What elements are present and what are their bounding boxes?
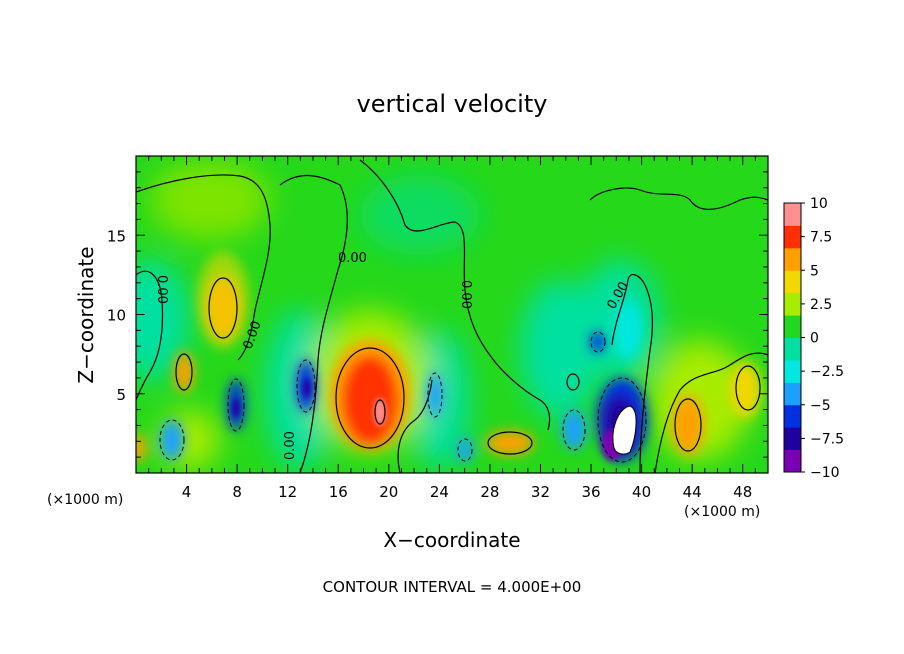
downdraft-upper-right: [590, 332, 606, 352]
x-tick-label: 36: [581, 483, 600, 501]
downdraft-26km: [457, 438, 473, 462]
colorbar-segment: [784, 203, 801, 226]
y-tick-label: 10: [107, 307, 126, 325]
colorbar-tick-label: 7.5: [810, 230, 832, 246]
x-tick-label: 44: [683, 483, 702, 501]
y-axis-ticks: 5 10 15: [107, 171, 768, 458]
colorbar-segment: [784, 404, 801, 428]
downdraft-8km-peak: [232, 398, 240, 418]
contour-updraft-right: [674, 398, 702, 452]
contour-updraft-upper-left: [208, 277, 238, 339]
colorbar-tick-label: −2.5: [810, 364, 844, 380]
colorbar-tick-label: −5: [810, 398, 831, 414]
region-weak-up-top: [150, 160, 270, 240]
updraft-upper-left-rim: [197, 252, 249, 348]
downdraft-13km-peak: [303, 378, 311, 398]
x-tick-label: 24: [430, 483, 449, 501]
updraft-small-left: [174, 352, 194, 392]
contour-lines: [136, 159, 768, 473]
y-tick-label: 15: [107, 227, 126, 245]
updraft-left-edge: [136, 434, 146, 462]
x-tick-label: 20: [379, 483, 398, 501]
x-axis-ticks: 4 8 12 16 20 24 28 32 36 40 44 48: [148, 156, 756, 501]
contour-zero-top-left: [136, 174, 271, 361]
updraft-center: [342, 355, 398, 445]
contour-updraft-small: [175, 353, 193, 391]
contour-zero-right-b: [654, 352, 768, 473]
contour-updraft-center: [335, 347, 405, 449]
x-tick-label: 32: [531, 483, 550, 501]
heatmap-field: [136, 156, 768, 473]
colorbar-segment: [784, 337, 801, 361]
contour-down-main: [597, 377, 647, 463]
colorbar-segment: [784, 225, 801, 249]
x-tick-label: 8: [232, 483, 242, 501]
contour-zero-left: [136, 270, 164, 401]
x-tick-label: 16: [329, 483, 348, 501]
chart-title: vertical velocity: [357, 90, 548, 118]
colorbar-segment: [784, 359, 801, 383]
undefined-region: [612, 406, 637, 455]
colorbar-tick-label: −7.5: [810, 431, 844, 447]
contour-label: 0.00: [338, 251, 367, 266]
colorbar-segment: [784, 449, 801, 473]
contour-zero-mid-left: [279, 174, 348, 473]
contour-interval-footer: CONTOUR INTERVAL = 4.000E+00: [323, 578, 582, 596]
updraft-low-center: [486, 431, 534, 455]
contour-zero-bottom-mid: [397, 379, 433, 473]
y-tick-label: 5: [116, 386, 126, 404]
region-weak-down-upper: [360, 175, 480, 255]
updraft-right: [672, 395, 704, 455]
colorbar-segment: [784, 270, 801, 294]
x-unit-label-right: (×1000 m): [684, 504, 760, 520]
downdraft-34km: [562, 410, 586, 450]
x-tick-label: 48: [733, 483, 752, 501]
contour-down-left: [159, 419, 185, 461]
colorbar-tick-label: 5: [810, 263, 819, 279]
colorbar-segment: [784, 292, 801, 316]
downdraft-left: [160, 420, 184, 460]
x-axis-label: X−coordinate: [383, 528, 520, 552]
contour-zero-mid: [359, 159, 551, 431]
x-tick-label: 12: [278, 483, 297, 501]
colorbar-tick-label: 10: [810, 196, 828, 212]
updraft-center-peak: [374, 398, 386, 426]
colorbar-tick-label: 2.5: [810, 297, 832, 313]
undefined-region-outline: [612, 405, 637, 455]
contour-down-upper: [590, 331, 606, 353]
contour-updraft-small-mid: [566, 373, 580, 391]
x-tick-label: 4: [182, 483, 192, 501]
colorbar-tick-label: 0: [810, 331, 819, 347]
contour-zero-right: [611, 273, 654, 473]
contour-down-26km: [457, 438, 473, 462]
contour-label: 0.00: [458, 280, 473, 309]
colorbar-segment: [784, 382, 801, 406]
region-weak-down-right: [520, 280, 600, 420]
contour-down-34km: [562, 409, 586, 451]
x-unit-label-left: (×1000 m): [47, 492, 123, 508]
contour-updraft-low: [487, 431, 533, 455]
contour-down-8km: [227, 378, 245, 432]
contour-down-13km: [296, 359, 316, 413]
colorbar-segment: [784, 315, 801, 338]
contour-down-24km: [427, 372, 443, 418]
contour-label: 0.00: [154, 275, 169, 304]
colorbar-segment: [784, 427, 801, 451]
y-axis-label: Z−coordinate: [74, 246, 98, 383]
contour-label: 0.00: [283, 431, 298, 460]
colorbar-segment: [784, 247, 801, 271]
updraft-far-right: [729, 362, 761, 418]
contour-lines-negative: [159, 331, 647, 463]
downdraft-upper-right-cyan: [614, 300, 642, 360]
x-tick-label: 40: [632, 483, 651, 501]
colorbar: 10 7.5 5 2.5 0 −2.5 −5 −7.5 −10: [783, 196, 844, 481]
contour-updraft-far-right: [735, 365, 761, 411]
contour-updraft-center-inner: [374, 399, 386, 425]
x-tick-label: 28: [480, 483, 499, 501]
colorbar-tick-label: −10: [810, 465, 840, 481]
contour-zero-upper-right: [589, 187, 768, 210]
